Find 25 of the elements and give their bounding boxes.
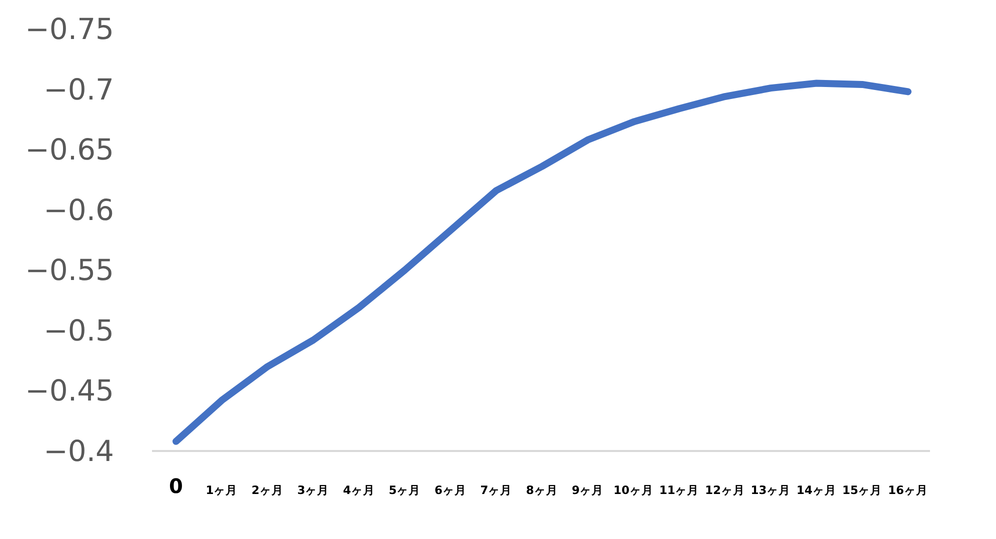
x-tick-label: 1ヶ月 xyxy=(206,483,238,497)
y-tick-label: −0.5 xyxy=(44,313,114,348)
y-tick-label: −0.65 xyxy=(25,132,114,167)
x-tick-label: 12ヶ月 xyxy=(704,483,746,497)
y-tick-label: −0.45 xyxy=(25,374,114,408)
y-tick-label: −0.75 xyxy=(25,12,114,46)
x-tick-label: 16ヶ月 xyxy=(888,483,928,497)
x-tick-label: 13ヶ月 xyxy=(750,483,791,497)
x-tick-label: 3ヶ月 xyxy=(297,483,330,497)
x-tick-label: 14ヶ月 xyxy=(796,483,837,497)
x-tick-label: 10ヶ月 xyxy=(613,483,654,497)
y-tick-label: −0.6 xyxy=(44,192,114,227)
x-tick-label: 8ヶ月 xyxy=(526,483,558,497)
x-tick-label: 0 xyxy=(169,474,183,498)
x-tick-label: 4ヶ月 xyxy=(342,483,376,497)
y-tick-label: −0.7 xyxy=(44,72,114,106)
x-tick-label: 6ヶ月 xyxy=(434,483,467,497)
y-tick-label: −0.4 xyxy=(44,434,114,468)
x-tick-label: 5ヶ月 xyxy=(388,483,421,497)
x-tick-label: 2ヶ月 xyxy=(251,483,284,497)
y-tick-label: −0.55 xyxy=(25,253,114,288)
x-tick-label: 9ヶ月 xyxy=(572,483,604,497)
x-tick-label: 7ヶ月 xyxy=(480,483,512,497)
x-tick-label: 11ヶ月 xyxy=(659,483,700,497)
x-tick-label: 15ヶ月 xyxy=(842,483,882,497)
